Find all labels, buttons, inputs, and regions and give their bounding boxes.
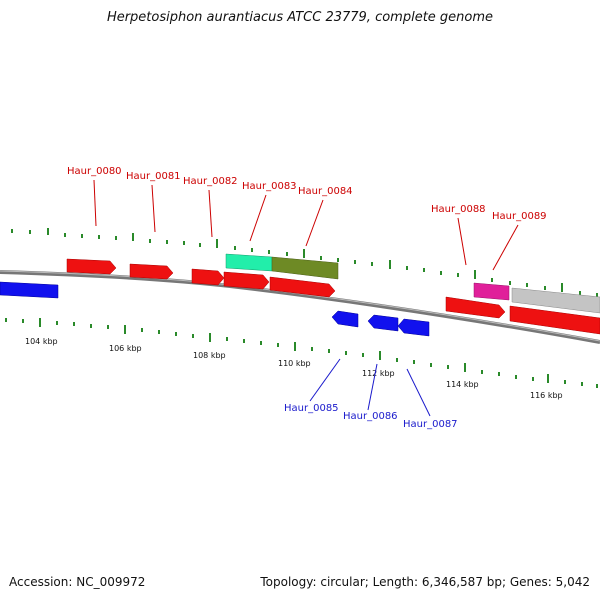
kbp-ruler: 104 kbp 106 kbp 108 kbp 110 kbp 112 kbp … — [25, 337, 563, 400]
gene-haur-0085[interactable] — [331, 310, 359, 328]
gene-haur-0083[interactable] — [225, 253, 273, 272]
gene-forward[interactable] — [445, 296, 506, 319]
gene-label-haur-0084: Haur_0084 — [298, 186, 353, 197]
gene-label-haur-0089: Haur_0089 — [492, 211, 547, 222]
gene-haur-0086[interactable] — [367, 314, 399, 332]
gene-label-haur-0081: Haur_0081 — [126, 171, 181, 182]
lower-ticks — [5, 318, 598, 388]
accession-text: Accession: NC_009972 — [9, 575, 146, 589]
top-leaders — [93, 179, 519, 271]
ruler-label: 104 kbp — [25, 337, 58, 346]
gene-label-haur-0082: Haur_0082 — [183, 176, 238, 187]
gene-label-haur-0086: Haur_0086 — [343, 411, 398, 422]
upper-ticks — [11, 228, 598, 297]
gene-label-haur-0087: Haur_0087 — [403, 419, 458, 430]
gene-forward[interactable] — [223, 271, 270, 290]
top-labels: Haur_0080 Haur_0081 Haur_0082 Haur_0083 … — [67, 166, 547, 222]
gene-haur-0084[interactable] — [271, 256, 339, 280]
gene-haur-0081[interactable] — [129, 263, 174, 280]
gene-label-haur-0080: Haur_0080 — [67, 166, 122, 177]
genome-title: Herpetosiphon aurantiacus ATCC 23779, co… — [106, 10, 494, 25]
ruler-label: 114 kbp — [446, 380, 479, 389]
gene-forward[interactable] — [269, 276, 336, 298]
genome-backbone — [0, 270, 600, 344]
gene-label-haur-0088: Haur_0088 — [431, 204, 486, 215]
ruler-label: 106 kbp — [109, 344, 142, 353]
gene-forward[interactable] — [509, 305, 600, 335]
genome-summary-text: Topology: circular; Length: 6,346,587 bp… — [260, 575, 590, 589]
gene-haur-0089[interactable] — [511, 287, 600, 314]
ruler-label: 110 kbp — [278, 359, 311, 368]
gene-haur-0088[interactable] — [473, 282, 510, 301]
gene-label-haur-0083: Haur_0083 — [242, 181, 297, 192]
bottom-labels: Haur_0085 Haur_0086 Haur_0087 — [284, 403, 458, 430]
gene-haur-0087[interactable] — [397, 318, 430, 337]
gene-haur-0082[interactable] — [191, 268, 225, 286]
gene-haur-0080[interactable] — [66, 258, 117, 275]
lower-gene-row — [223, 271, 600, 335]
upper-gene-row — [66, 253, 600, 314]
gene-label-haur-0085: Haur_0085 — [284, 403, 339, 414]
ruler-label: 116 kbp — [530, 391, 563, 400]
reverse-gene-row — [0, 281, 430, 337]
ruler-label: 112 kbp — [362, 369, 395, 378]
gene-reverse[interactable] — [0, 281, 59, 299]
ruler-label: 108 kbp — [193, 351, 226, 360]
bottom-leaders — [309, 358, 431, 417]
